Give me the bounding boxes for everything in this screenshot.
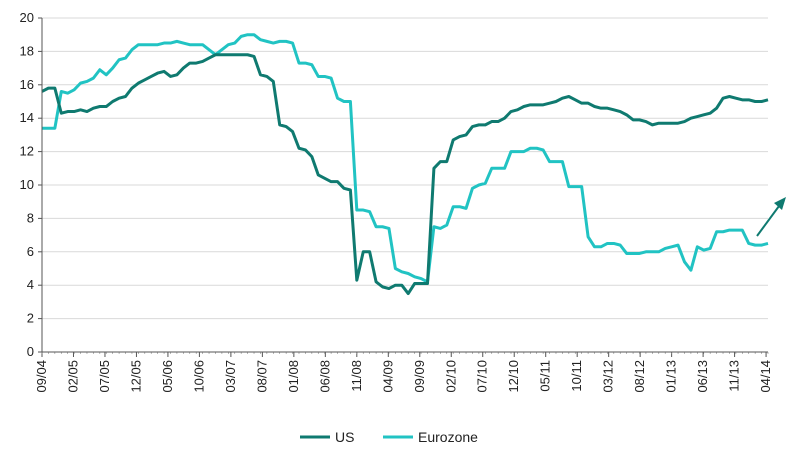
x-tick-label: 08/07 bbox=[254, 360, 269, 393]
trend-arrow-shaft bbox=[756, 201, 783, 237]
series-line-us bbox=[41, 53, 769, 296]
y-tick-label: 2 bbox=[27, 311, 34, 326]
x-tick-label: 04/09 bbox=[380, 360, 395, 393]
x-tick-label: 11/13 bbox=[727, 360, 742, 392]
legend-label-us: US bbox=[335, 429, 354, 445]
x-tick-label: 09/09 bbox=[412, 360, 427, 393]
y-tick-label: 4 bbox=[27, 277, 34, 292]
y-tick-label: 0 bbox=[27, 344, 34, 359]
x-tick-label: 02/10 bbox=[443, 360, 458, 393]
x-tick-label: 03/07 bbox=[223, 360, 238, 393]
y-tick-label: 14 bbox=[20, 110, 34, 125]
gridlines bbox=[42, 17, 768, 320]
x-tick-label: 07/10 bbox=[475, 360, 490, 393]
x-tick-label: 10/06 bbox=[191, 360, 206, 393]
annotations bbox=[756, 197, 786, 237]
y-axis-ticks: 0 2 4 6 8 10 12 14 16 18 20 bbox=[20, 10, 42, 359]
legend-label-eurozone: Eurozone bbox=[418, 429, 478, 445]
x-tick-label: 01/13 bbox=[664, 360, 679, 393]
x-tick-label: 07/05 bbox=[97, 360, 112, 393]
series-line-eurozone bbox=[42, 33, 769, 284]
x-tick-label: 06/08 bbox=[317, 360, 332, 393]
x-tick-label: 05/11 bbox=[538, 360, 553, 392]
y-tick-label: 6 bbox=[27, 244, 34, 259]
x-tick-label: 04/14 bbox=[758, 360, 773, 393]
trend-arrow-head bbox=[774, 197, 786, 210]
x-tick-label: 02/05 bbox=[65, 360, 80, 393]
x-tick-label: 10/11 bbox=[569, 360, 584, 392]
x-axis-ticks: 09/04 02/05 07/05 12/05 05/06 10/06 03/07 08/07… bbox=[34, 352, 773, 393]
y-tick-label: 8 bbox=[27, 210, 34, 225]
x-tick-label: 09/04 bbox=[34, 360, 49, 393]
y-tick-label: 12 bbox=[20, 144, 34, 159]
x-tick-label: 12/10 bbox=[506, 360, 521, 393]
axes bbox=[41, 18, 768, 353]
y-tick-label: 18 bbox=[20, 43, 34, 58]
x-tick-label: 08/12 bbox=[632, 360, 647, 393]
legend: US Eurozone bbox=[300, 429, 478, 445]
y-tick-label: 10 bbox=[20, 177, 34, 192]
series-lines bbox=[41, 33, 769, 296]
x-tick-label: 12/05 bbox=[128, 360, 143, 393]
y-tick-label: 16 bbox=[20, 77, 34, 92]
x-tick-label: 03/12 bbox=[601, 360, 616, 393]
x-tick-label: 05/06 bbox=[160, 360, 175, 393]
y-tick-label: 20 bbox=[20, 10, 34, 25]
x-tick-label: 01/08 bbox=[286, 360, 301, 393]
x-tick-label: 11/08 bbox=[349, 360, 364, 392]
x-tick-label: 06/13 bbox=[695, 360, 710, 393]
